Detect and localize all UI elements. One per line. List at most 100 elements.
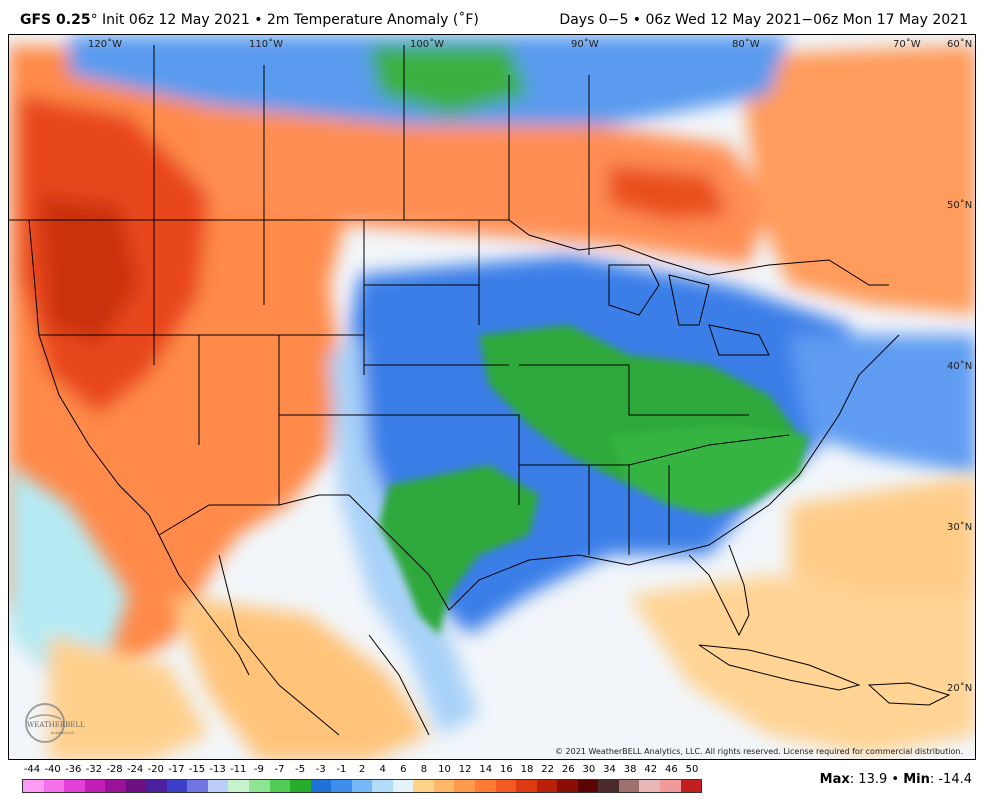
state-lines-south — [519, 434, 790, 555]
warm-region-northeast — [739, 45, 975, 315]
scale-cell — [249, 780, 270, 792]
scale-cell — [269, 780, 291, 792]
scale-label: -36 — [65, 764, 82, 775]
latitude-label: 50˚N — [947, 199, 972, 211]
scale-label: -28 — [106, 764, 123, 775]
scale-label: -40 — [44, 764, 61, 775]
scale-cell — [166, 780, 188, 792]
scale-label: -1 — [336, 764, 347, 775]
scale-label: 10 — [438, 764, 451, 775]
logo-subtext: Analytics LLC — [51, 731, 75, 735]
degree-symbol: ° — [90, 12, 98, 28]
green-core-texas — [379, 465, 539, 635]
scale-cell — [125, 780, 147, 792]
scale-cell — [207, 780, 229, 792]
hispaniola — [867, 682, 951, 706]
florida — [688, 544, 750, 637]
baja-california — [158, 534, 250, 676]
header: GFS 0.25° Init 06z 12 May 2021 • 2m Temp… — [0, 0, 984, 34]
mexico-interior — [218, 554, 430, 736]
warm-gulf-caribbean — [629, 575, 975, 755]
tropical-warm-shading — [9, 465, 975, 759]
scale-label: 12 — [458, 764, 472, 775]
scale-label: -32 — [85, 764, 103, 775]
scale-cell — [639, 780, 660, 792]
scale-label: 16 — [500, 764, 513, 775]
scale-cell — [23, 780, 44, 792]
scale-cell — [64, 780, 85, 792]
max-label: Max — [819, 772, 850, 787]
scale-cell — [105, 780, 126, 792]
scale-cell — [392, 780, 414, 792]
scale-labels: -44 -40 -36 -32 -28 -24 -20 -17 -15 -13 -11 -9 -7 -5-… — [22, 764, 702, 778]
model-name: GFS 0.25 — [20, 12, 91, 28]
longitude-labels: 120˚W 110˚W 100˚W 90˚W 80˚W 70˚W — [88, 38, 921, 50]
longitude-label: 70˚W — [893, 38, 921, 50]
anomaly-shading — [9, 35, 975, 735]
logo-text: WEATHERBELL — [27, 721, 85, 729]
scale-label: 8 — [420, 764, 428, 775]
scale-cell — [84, 780, 106, 792]
scale-bar — [22, 779, 702, 793]
cold-pacific-offshore — [9, 465, 129, 675]
hot-core-ontario — [609, 165, 729, 220]
longitude-label: 120˚W — [88, 38, 122, 50]
warm-atlantic — [789, 475, 975, 595]
scale-cell — [495, 780, 517, 792]
scale-label: -15 — [188, 764, 206, 775]
max-min-stats: Max: 13.9 • Min: -14.4 — [820, 772, 972, 787]
scale-cell — [557, 780, 578, 792]
scale-label: 6 — [400, 764, 407, 775]
scale-cell — [372, 780, 393, 792]
max-separator: : — [849, 772, 859, 787]
scale-label: 30 — [582, 764, 596, 775]
scale-label: 34 — [603, 764, 616, 775]
scale-label: 14 — [479, 764, 493, 775]
great-lakes — [608, 264, 770, 356]
longitude-label: 110˚W — [249, 38, 283, 50]
scale-label: 22 — [541, 764, 554, 775]
init-text: Init 06z 12 May 2021 • 2m Temperature An… — [97, 12, 479, 28]
green-core-southeast — [609, 425, 809, 515]
cuba — [698, 644, 861, 691]
state-lines-north — [153, 65, 480, 375]
latitude-label: 20˚N — [947, 682, 972, 694]
latitude-label: 40˚N — [947, 360, 972, 372]
canada-provinces — [153, 45, 590, 255]
scale-label: -13 — [209, 764, 226, 775]
warm-pacific-south — [49, 635, 209, 759]
scale-cell — [454, 780, 476, 792]
scale-cell — [331, 780, 352, 792]
latitude-labels: 60˚N 50˚N 40˚N 30˚N 20˚N — [947, 38, 972, 694]
color-scale: -44 -40 -36 -32 -28 -24 -20 -17 -15 -13 -11 -9 -7 -5-… — [22, 764, 702, 804]
scale-cell — [351, 780, 373, 792]
political-borders — [9, 45, 951, 736]
scale-cell — [187, 780, 208, 792]
scale-label: 26 — [561, 764, 575, 775]
min-value: -14.4 — [938, 772, 972, 787]
light-blue-fringe — [329, 335, 479, 735]
green-core-north — [369, 45, 529, 115]
min-separator: : — [929, 772, 939, 787]
scale-label: 18 — [520, 764, 534, 775]
gulf-coast — [448, 334, 900, 611]
scale-cell — [536, 780, 558, 792]
west-coast — [28, 219, 160, 536]
scale-label: -3 — [315, 764, 326, 775]
scale-cell — [516, 780, 537, 792]
scale-label: 50 — [685, 764, 699, 775]
scale-label: -44 — [23, 764, 41, 775]
scale-label: -9 — [253, 764, 264, 775]
scale-label: 38 — [623, 764, 637, 775]
stats-separator: • — [887, 772, 904, 787]
scale-label: 2 — [358, 764, 366, 775]
copyright-notice: © 2021 WeatherBELL Analytics, LLC. All r… — [555, 747, 963, 756]
scale-cell — [618, 780, 640, 792]
scale-label: -20 — [147, 764, 164, 775]
latitude-label: 60˚N — [947, 38, 972, 50]
warm-mexico-coast — [169, 595, 429, 759]
longitude-label: 100˚W — [410, 38, 444, 50]
scale-cell — [310, 780, 332, 792]
scale-label: 4 — [379, 764, 386, 775]
temperature-anomaly-map: 120˚W 110˚W 100˚W 90˚W 80˚W 70˚W 60˚N 50˚N 40˚N… — [9, 35, 975, 759]
